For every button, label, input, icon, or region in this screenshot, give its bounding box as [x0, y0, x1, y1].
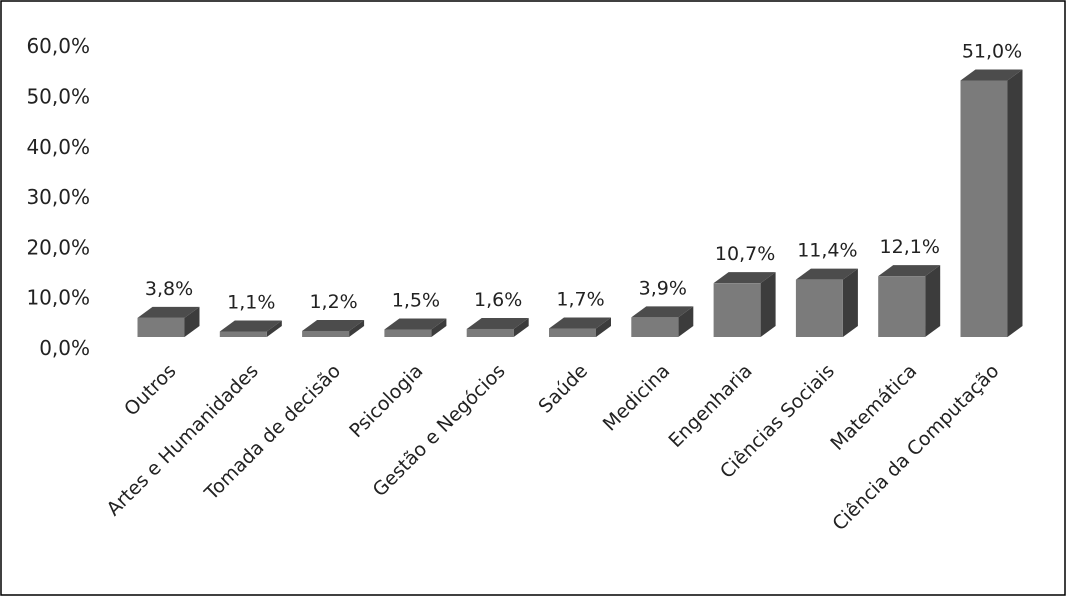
- bar: 12,1%: [878, 236, 941, 337]
- data-label: 11,4%: [797, 240, 857, 262]
- bar-top: [960, 69, 1023, 81]
- bar-front: [878, 276, 926, 337]
- y-tick-label: 30,0%: [26, 185, 90, 209]
- bar: 11,4%: [795, 240, 858, 337]
- data-label: 12,1%: [880, 236, 940, 258]
- bar-side: [513, 317, 529, 337]
- bar: 51,0%: [960, 40, 1023, 337]
- bar-top: [302, 319, 365, 331]
- bar: 1,7%: [549, 288, 611, 337]
- data-label: 1,7%: [556, 288, 604, 310]
- x-category-label: Artes e Humanidades: [102, 360, 262, 520]
- bar: 10,7%: [713, 243, 776, 337]
- bar-front: [960, 80, 1008, 337]
- data-label: 1,6%: [474, 289, 522, 311]
- y-tick-label: 60,0%: [26, 34, 90, 58]
- bar-front: [795, 279, 843, 337]
- x-category-label: Ciência da Computação: [828, 360, 1003, 535]
- x-category-label: Saúde: [534, 360, 592, 418]
- y-tick-label: 0,0%: [39, 336, 90, 360]
- bar-top: [713, 272, 776, 284]
- bar-front: [219, 331, 267, 337]
- bar-front: [466, 328, 514, 337]
- data-label: 3,9%: [639, 277, 687, 299]
- bar: 1,1%: [219, 291, 282, 337]
- y-tick-label: 40,0%: [26, 135, 90, 159]
- bar-side: [760, 272, 776, 337]
- data-label: 51,0%: [962, 40, 1022, 62]
- x-category-label: Psicologia: [345, 360, 427, 442]
- bar-side: [266, 320, 282, 337]
- bar-side: [184, 306, 200, 337]
- bar: 3,8%: [137, 278, 200, 337]
- bar-side: [925, 265, 941, 337]
- data-label: 10,7%: [715, 243, 775, 265]
- bar: 1,2%: [302, 291, 365, 337]
- bar-front: [549, 328, 596, 337]
- bar-side: [842, 268, 858, 337]
- x-category-label: Tomada de decisão: [200, 360, 345, 505]
- bar-side: [678, 306, 694, 337]
- bar: 1,6%: [466, 289, 529, 337]
- bar-top: [878, 265, 941, 277]
- bar-side: [349, 319, 365, 337]
- bar: 3,9%: [631, 277, 694, 337]
- data-label: 1,5%: [392, 289, 440, 311]
- bar-front: [631, 317, 679, 337]
- bar-top: [137, 306, 200, 318]
- x-category-label: Outros: [120, 360, 180, 420]
- bar-top: [466, 317, 529, 329]
- bar-top: [795, 268, 858, 280]
- bar-front: [302, 330, 350, 337]
- x-category-label: Medicina: [599, 360, 675, 436]
- data-label: 3,8%: [145, 278, 193, 300]
- bar-side: [596, 317, 611, 337]
- y-tick-label: 50,0%: [26, 85, 90, 109]
- bar-front: [713, 283, 761, 337]
- bar-side: [1007, 69, 1023, 337]
- bar-front: [384, 329, 432, 337]
- data-label: 1,1%: [227, 291, 275, 313]
- y-tick-label: 20,0%: [26, 235, 90, 259]
- y-tick-label: 10,0%: [26, 286, 90, 310]
- data-label: 1,2%: [309, 291, 357, 313]
- bar: 1,5%: [384, 289, 447, 337]
- x-category-label: Engenharia: [665, 360, 757, 452]
- bar-top: [631, 306, 694, 318]
- bar-top: [219, 320, 282, 332]
- bar-top: [384, 318, 447, 330]
- bar-front: [137, 317, 185, 337]
- bar-top: [549, 317, 611, 329]
- bar-side: [431, 318, 447, 337]
